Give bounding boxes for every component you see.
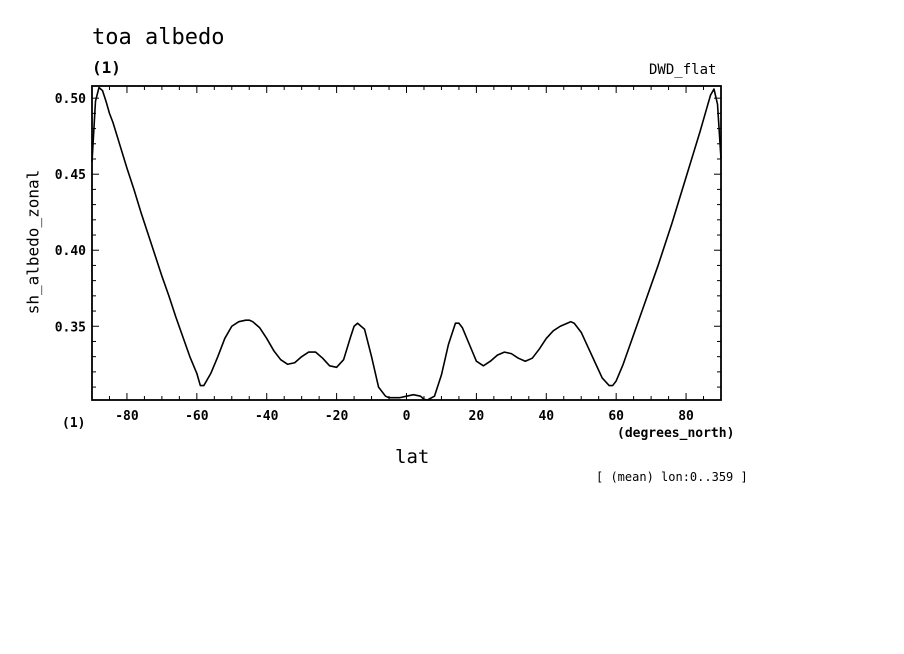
x-units-label: (degrees_north): [617, 426, 735, 441]
x-tick-label: 40: [538, 409, 554, 424]
y-units-label: (1): [62, 416, 86, 431]
y-tick-label: 0.50: [55, 92, 86, 107]
y-tick-label: 0.35: [55, 320, 86, 335]
x-tick-label: -80: [115, 409, 139, 424]
mean-note: [ (mean) lon:0..359 ]: [596, 470, 748, 484]
x-tick-label: 20: [469, 409, 485, 424]
y-tick-label: 0.40: [55, 244, 86, 259]
x-axis-label: lat: [395, 446, 430, 468]
plot-frame: [91, 85, 722, 401]
tick-labels: -80 -60 -40 -20 0 20 40 60 80 0.35 0.40 0.45 0.50: [55, 92, 694, 424]
x-tick-label: 80: [678, 409, 694, 424]
units-label: (1): [92, 58, 121, 77]
series-line-albedo: [91, 86, 722, 401]
x-tick-label: -20: [325, 409, 349, 424]
x-tick-label: 60: [608, 409, 624, 424]
x-tick-label: -40: [255, 409, 279, 424]
x-tick-label: -60: [185, 409, 209, 424]
dataset-label: DWD_flat: [649, 62, 717, 78]
chart-title: toa albedo: [92, 25, 225, 50]
y-axis-label: sh_albedo_zonal: [23, 169, 43, 315]
y-tick-label: 0.45: [55, 168, 86, 183]
x-tick-label: 0: [403, 409, 411, 424]
